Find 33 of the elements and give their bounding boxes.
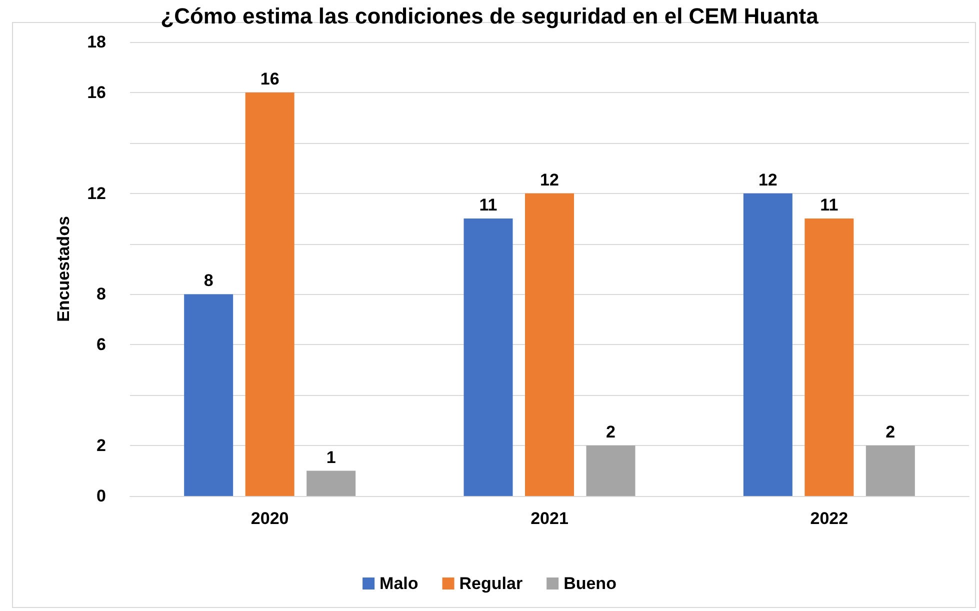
- chart-title: ¿Cómo estima las condiciones de seguridad en el CEM Huanta: [160, 4, 820, 28]
- data-label: 1: [326, 448, 336, 467]
- data-label: 8: [204, 271, 214, 290]
- data-label: 11: [479, 196, 498, 215]
- y-tick-label: 18: [87, 32, 106, 52]
- data-label: 12: [758, 170, 778, 190]
- y-tick-label: 16: [87, 82, 106, 102]
- data-label: 2: [606, 422, 616, 442]
- legend-label: Bueno: [564, 574, 616, 593]
- bar: [586, 446, 636, 496]
- bar: [245, 92, 294, 496]
- bar: [743, 193, 792, 496]
- data-label: 12: [540, 170, 559, 190]
- y-axis-title: Encuestados: [54, 216, 73, 322]
- data-label: 16: [260, 69, 280, 88]
- data-label: 2: [886, 422, 896, 442]
- x-tick-label: 2021: [530, 509, 568, 528]
- bar: [804, 218, 854, 496]
- legend-label: Malo: [380, 574, 418, 593]
- bar: [866, 446, 915, 496]
- bar: [525, 193, 574, 496]
- y-tick-label: 12: [87, 184, 106, 203]
- bar: [306, 470, 356, 496]
- y-tick-label: 0: [96, 486, 106, 506]
- x-tick-label: 2022: [810, 509, 848, 528]
- y-tick-label: 6: [96, 335, 106, 354]
- y-tick-label: 8: [96, 284, 106, 304]
- bar: [184, 294, 234, 496]
- y-tick-label: 2: [96, 436, 106, 456]
- data-label: 11: [820, 196, 838, 215]
- bar: [464, 218, 513, 496]
- legend-label: Regular: [459, 574, 523, 593]
- x-tick-label: 2020: [250, 509, 289, 528]
